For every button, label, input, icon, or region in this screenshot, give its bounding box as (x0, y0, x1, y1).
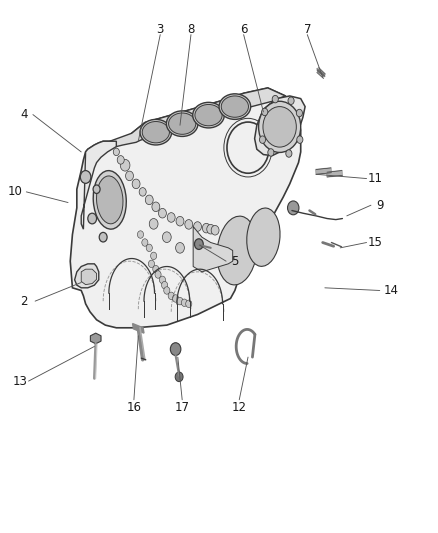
Circle shape (159, 276, 165, 284)
Circle shape (185, 300, 191, 308)
Ellipse shape (246, 208, 279, 266)
Circle shape (117, 156, 124, 164)
Circle shape (167, 213, 175, 222)
Polygon shape (110, 88, 285, 147)
Circle shape (152, 202, 159, 212)
Circle shape (139, 188, 146, 196)
Polygon shape (90, 333, 101, 344)
Polygon shape (254, 96, 304, 156)
Polygon shape (70, 88, 300, 328)
Text: 5: 5 (231, 255, 238, 268)
Text: 11: 11 (367, 172, 382, 185)
Ellipse shape (221, 96, 248, 117)
Circle shape (184, 220, 192, 229)
Polygon shape (132, 324, 144, 333)
Circle shape (262, 107, 296, 147)
Ellipse shape (142, 122, 169, 143)
Ellipse shape (140, 119, 171, 145)
Circle shape (93, 185, 100, 193)
Polygon shape (316, 68, 324, 77)
Circle shape (146, 244, 152, 252)
Text: 7: 7 (303, 23, 311, 36)
Circle shape (132, 179, 140, 189)
Circle shape (145, 195, 153, 205)
Text: 6: 6 (239, 23, 247, 36)
Ellipse shape (96, 176, 123, 224)
Circle shape (88, 213, 96, 224)
Circle shape (175, 372, 183, 382)
Text: 4: 4 (20, 108, 28, 121)
Circle shape (296, 109, 302, 117)
Ellipse shape (216, 216, 257, 285)
Circle shape (177, 297, 183, 305)
Circle shape (163, 287, 170, 294)
Circle shape (194, 239, 203, 249)
Circle shape (162, 232, 171, 243)
Text: 14: 14 (382, 284, 397, 297)
Text: 15: 15 (367, 236, 382, 249)
Circle shape (287, 97, 293, 104)
Circle shape (125, 171, 133, 181)
Circle shape (272, 95, 278, 103)
Ellipse shape (93, 171, 126, 229)
Circle shape (137, 231, 143, 238)
Circle shape (202, 223, 210, 233)
Circle shape (285, 150, 291, 157)
Circle shape (155, 271, 161, 278)
Text: 10: 10 (8, 185, 23, 198)
Circle shape (152, 265, 159, 273)
Text: 17: 17 (174, 401, 189, 414)
Circle shape (193, 222, 201, 231)
Circle shape (80, 171, 91, 183)
Circle shape (168, 292, 174, 300)
Circle shape (211, 225, 219, 235)
Circle shape (296, 136, 302, 143)
Polygon shape (81, 141, 116, 229)
Circle shape (267, 149, 273, 156)
Circle shape (150, 252, 156, 260)
Circle shape (158, 208, 166, 218)
Text: 3: 3 (156, 23, 163, 36)
Circle shape (259, 136, 265, 143)
Circle shape (113, 148, 119, 156)
Circle shape (161, 281, 167, 289)
Circle shape (172, 295, 178, 302)
Text: 16: 16 (126, 401, 141, 414)
Text: 2: 2 (20, 295, 28, 308)
Polygon shape (74, 264, 99, 288)
Circle shape (287, 201, 298, 215)
Polygon shape (193, 227, 232, 272)
Polygon shape (315, 168, 331, 174)
Circle shape (120, 159, 130, 171)
Circle shape (170, 343, 180, 356)
Text: 8: 8 (187, 23, 194, 36)
Text: 13: 13 (12, 375, 27, 387)
Ellipse shape (192, 102, 224, 128)
Polygon shape (81, 269, 96, 285)
Circle shape (141, 239, 148, 246)
Circle shape (206, 224, 214, 234)
Circle shape (261, 108, 267, 116)
Ellipse shape (219, 94, 250, 119)
Circle shape (176, 216, 184, 226)
Circle shape (148, 260, 154, 268)
Ellipse shape (194, 104, 222, 126)
Circle shape (149, 219, 158, 229)
Polygon shape (326, 171, 342, 177)
Circle shape (175, 243, 184, 253)
Ellipse shape (168, 113, 195, 134)
Text: 12: 12 (231, 401, 246, 414)
Circle shape (258, 101, 300, 152)
Ellipse shape (166, 111, 198, 136)
Circle shape (99, 232, 107, 242)
Text: 9: 9 (375, 199, 383, 212)
Circle shape (181, 299, 187, 306)
